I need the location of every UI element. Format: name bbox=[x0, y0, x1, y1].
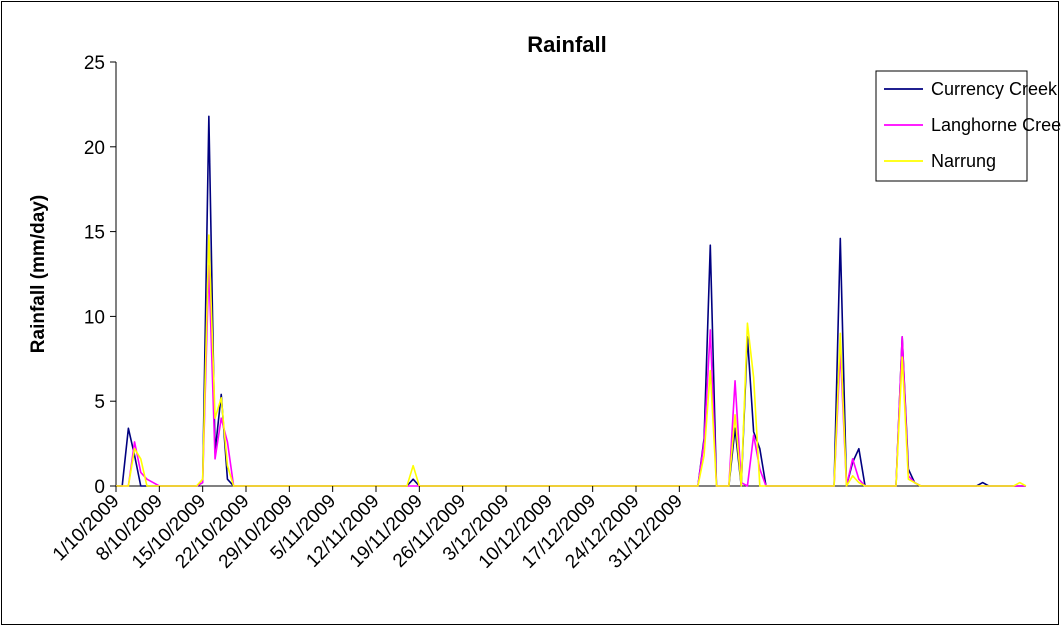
series-line-narrung bbox=[116, 234, 1027, 487]
series-line-langhorne-creek bbox=[116, 264, 1026, 487]
y-tick-label: 15 bbox=[84, 223, 105, 244]
legend-label: Langhorne Creek bbox=[931, 115, 1062, 135]
y-axis-label: Rainfall (mm/day) bbox=[28, 195, 49, 353]
y-tick-label: 5 bbox=[94, 392, 105, 413]
legend-label: Currency Creek bbox=[931, 79, 1058, 99]
series-lines bbox=[116, 115, 1027, 487]
y-tick-label: 10 bbox=[84, 307, 105, 328]
y-axis-ticks: 0 5 10 15 20 25 bbox=[84, 53, 116, 498]
y-tick-label: 20 bbox=[84, 138, 105, 159]
legend-label: Narrung bbox=[931, 151, 996, 171]
chart-title: Rainfall bbox=[527, 32, 606, 57]
legend: Currency Creek Langhorne Creek Narrung bbox=[875, 70, 1062, 182]
x-axis-ticks: 1/10/20098/10/200915/10/200922/10/200929… bbox=[49, 486, 687, 573]
y-tick-label: 0 bbox=[94, 477, 105, 498]
y-tick-label: 25 bbox=[84, 53, 105, 74]
